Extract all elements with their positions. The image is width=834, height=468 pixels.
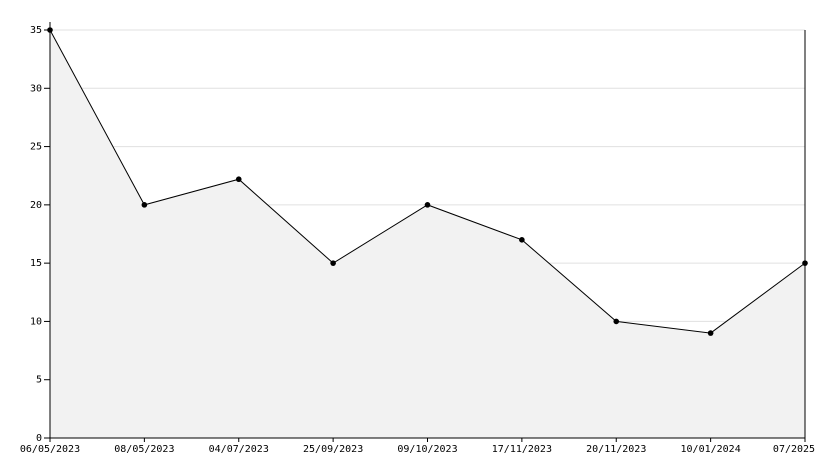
point	[47, 27, 53, 33]
x-tick-label: 06/05/2023	[20, 444, 80, 455]
point	[424, 202, 431, 208]
y-tick-label: 25	[30, 142, 42, 153]
y-tick-label: 35	[30, 25, 42, 36]
x-tick-label: 09/10/2023	[397, 444, 457, 455]
point	[802, 260, 808, 266]
x-tick-label: 17/11/2023	[492, 444, 552, 455]
y-tick-label: 0	[36, 433, 42, 444]
y-tick-label: 5	[36, 375, 42, 386]
y-tick-label: 10	[30, 316, 42, 327]
point	[707, 330, 714, 336]
x-tick-label: 04/07/2023	[209, 444, 269, 455]
point	[235, 176, 242, 183]
x-tick-label: 07/2025	[773, 444, 815, 455]
x-tick-label: 25/09/2023	[303, 444, 363, 455]
point	[519, 237, 525, 243]
point	[613, 318, 620, 325]
y-tick-label: 15	[30, 258, 42, 269]
point	[330, 260, 336, 266]
x-tick-label: 20/11/2023	[586, 444, 646, 455]
x-tick-label: 08/05/2023	[114, 444, 174, 455]
y-tick-label: 20	[30, 200, 42, 211]
point	[141, 202, 148, 208]
x-tick-label: 10/01/2024	[681, 444, 741, 455]
area-fill	[50, 30, 805, 438]
y-tick-label: 30	[30, 83, 42, 94]
